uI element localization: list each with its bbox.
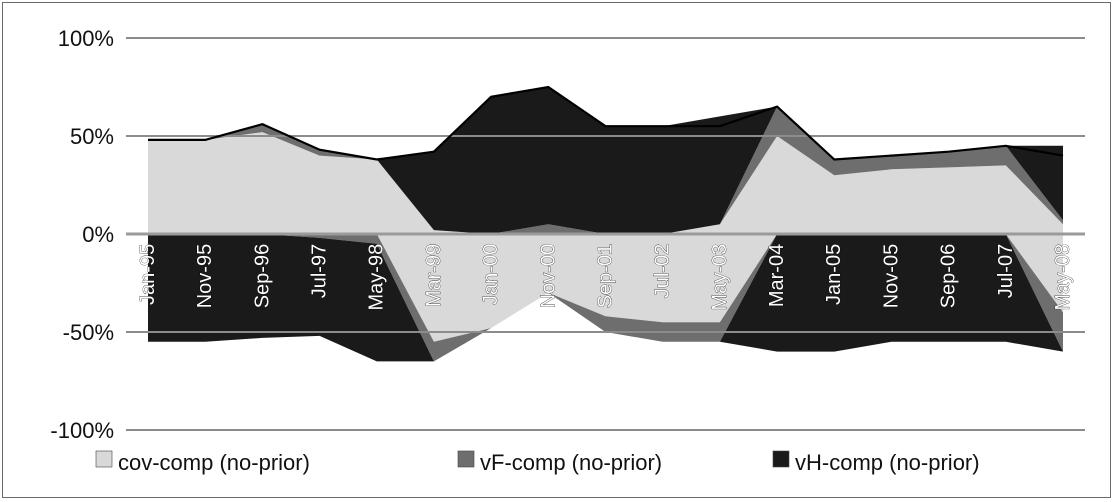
x-tick-label: Sep-06 xyxy=(938,244,960,308)
area-vH-comp-negative xyxy=(148,234,1063,362)
x-tick-label: Nov-05 xyxy=(880,244,902,308)
y-axis-labels: 100% 50% 0% -50% -100% xyxy=(50,26,114,443)
legend-swatch xyxy=(457,450,475,468)
x-tick-label: Mar-99 xyxy=(423,244,445,307)
x-tick-label: Nov-95 xyxy=(194,244,216,308)
legend: cov-comp (no-prior) vF-comp (no-prior) vH-… xyxy=(95,450,980,475)
x-tick-label: May-08 xyxy=(1052,244,1074,311)
legend-label: cov-comp (no-prior) xyxy=(118,450,310,475)
legend-label: vH-comp (no-prior) xyxy=(795,450,980,475)
x-tick-label: Sep-96 xyxy=(251,244,273,308)
area-vH-comp-positive xyxy=(148,87,1063,234)
area-cov-comp-positive xyxy=(148,132,1063,234)
grid-lines xyxy=(126,37,1085,431)
y-tick-label: -50% xyxy=(63,320,114,345)
y-tick-label: 0% xyxy=(82,222,114,247)
legend-swatch xyxy=(772,450,790,468)
y-tick-label: -100% xyxy=(50,418,114,443)
total-line-layer xyxy=(148,85,1064,161)
legend-label: vF-comp (no-prior) xyxy=(480,450,662,475)
legend-swatch xyxy=(95,450,113,468)
x-tick-label: Mar-04 xyxy=(766,244,788,307)
plot-areas xyxy=(148,87,1063,362)
x-tick-label: Jan-95 xyxy=(137,244,159,305)
x-tick-label: May-98 xyxy=(366,244,388,311)
area-vF-comp-positive xyxy=(148,106,1063,234)
x-axis-labels: Jan-95 Nov-95 Sep-96 Jul-97 May-98 Mar-99 Jan-… xyxy=(137,244,1075,311)
x-tick-label: Jan-05 xyxy=(823,244,845,305)
x-tick-label: Nov-00 xyxy=(537,244,559,308)
x-tick-label: Jul-02 xyxy=(652,244,674,298)
x-tick-label: Jul-07 xyxy=(995,244,1017,298)
x-tick-label: Sep-01 xyxy=(595,244,617,308)
total-line xyxy=(148,85,1064,161)
x-tick-label: May-03 xyxy=(709,244,731,311)
x-tick-label: Jul-97 xyxy=(309,244,331,298)
x-tick-label: Jan-00 xyxy=(480,244,502,305)
area-cov-comp-negative xyxy=(148,234,1063,342)
y-tick-label: 50% xyxy=(70,124,114,149)
y-tick-label: 100% xyxy=(58,26,114,51)
